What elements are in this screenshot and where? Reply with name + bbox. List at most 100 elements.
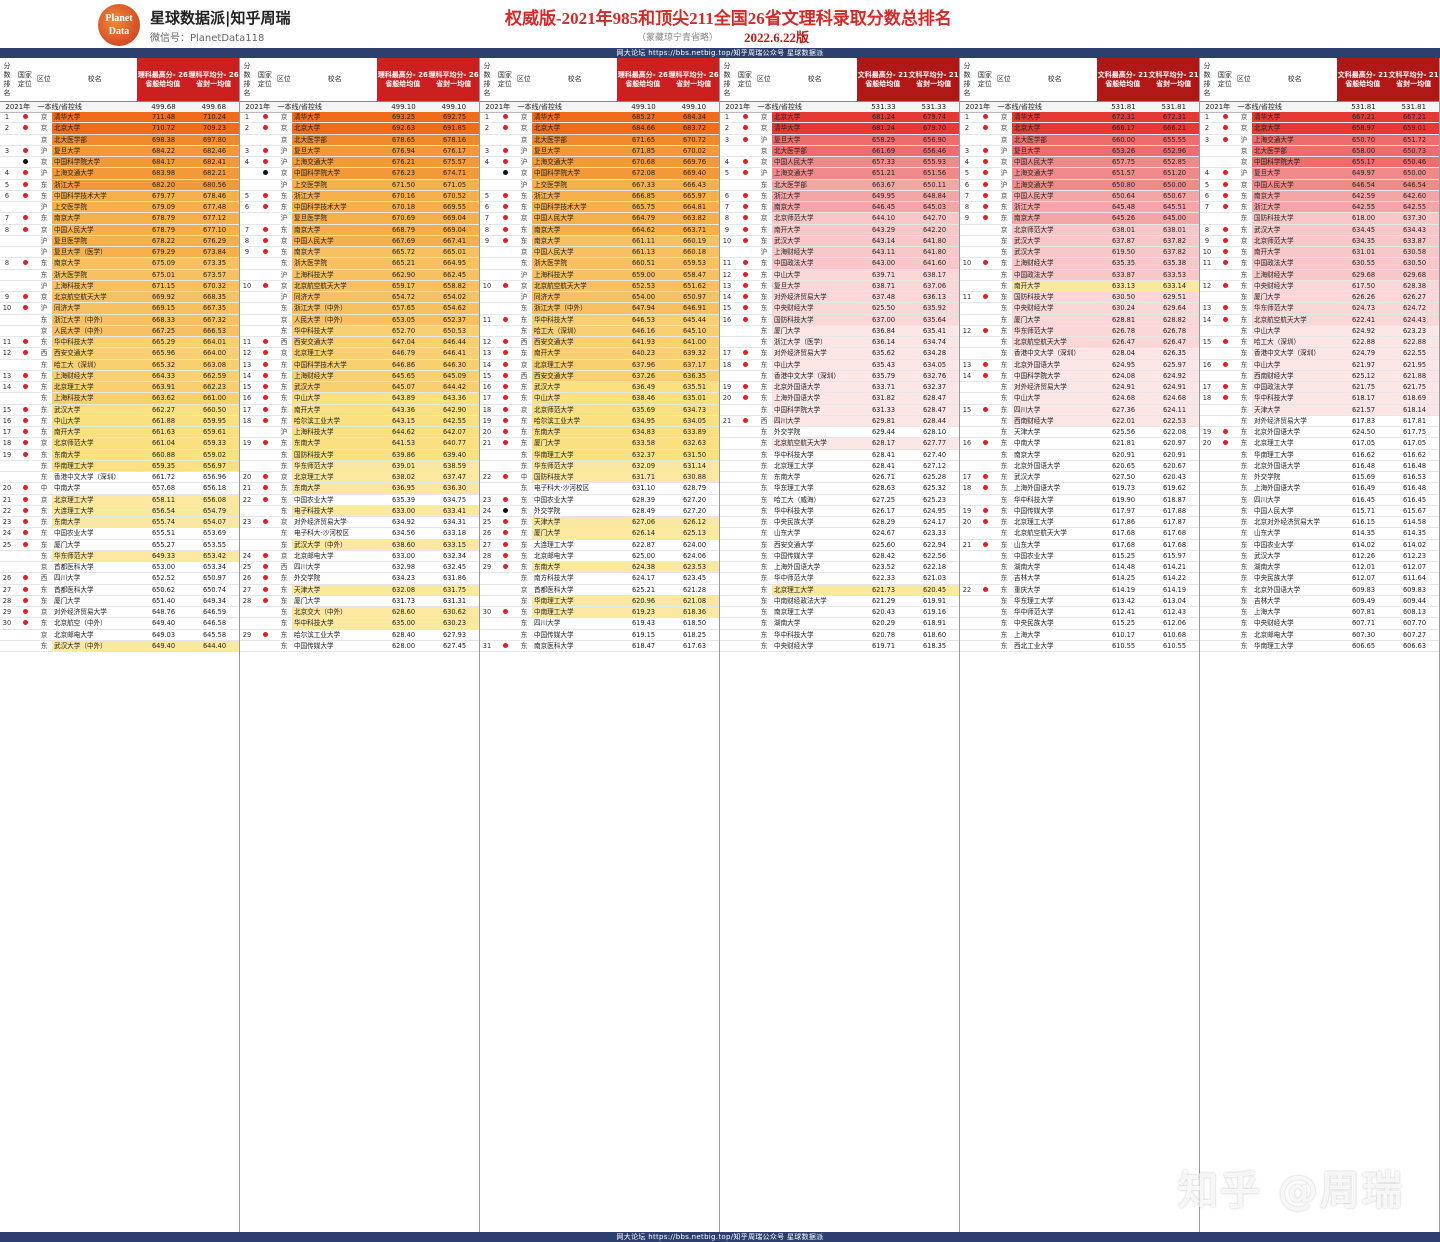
table-row: 28 东厦门大学 651.40 649.34 [0,595,239,607]
rank-cell: 15 [722,304,732,313]
rank-cell: 4 [4,169,10,178]
region-cell: 京 [280,281,288,290]
position-dot-icon [502,406,508,412]
region-cell: 东 [1240,450,1248,459]
region-cell: 东 [760,596,768,605]
school-name-cell: 浙大医学院 [52,269,138,280]
region-cell: 东 [40,540,48,549]
ranking-block-2: 分 数 排 名国家 定位 区位 校名 理科最高分- 26省般给均值 理科平均分- 26省… [240,58,480,1232]
baseline-score-2: 499.68 [201,103,227,111]
school-name-cell: 北大医学部 [292,134,378,145]
position-cell [254,247,276,257]
max-score-cell: 610.17 [1098,629,1149,640]
max-score-cell: 668.33 [138,314,189,325]
rank-cell: 24 [242,551,252,560]
school-name-cell: 南京大学 [292,224,378,235]
table-row: 京人民大学（中外） 667.25 666.53 [0,325,239,337]
rank-cell: 8 [724,214,730,223]
rank-cell: 8 [484,225,490,234]
table-row: 东西安交通大学 625.60 622.94 [720,539,959,551]
avg-score-cell: 635.41 [909,325,959,336]
position-dot-icon [502,361,508,367]
rank-cell [720,596,734,606]
position-dot-icon [262,564,268,569]
avg-score-cell: 621.88 [1389,370,1439,381]
max-score-cell: 629.81 [858,415,909,426]
avg-score-cell: 680.56 [189,179,239,190]
position-cell [1214,180,1236,190]
position-cell [14,382,36,392]
position-cell [974,405,996,415]
school-name-cell: 北大医学部 [772,179,858,190]
rank-cell: 4 [964,158,970,166]
position-cell [14,202,36,212]
position-cell [14,528,36,538]
rank-header: 分 数 排 名 [483,61,491,97]
position-cell [974,348,996,358]
rank-cell [960,247,974,257]
avg-score-cell: 618.60 [909,629,959,640]
max-score-cell: 646.54 [1338,179,1389,190]
region-cell: 东 [1000,405,1008,414]
max-score-cell: 621.73 [858,584,909,595]
avg-score-cell: 620.67 [1149,460,1199,471]
school-name-cell: 华南理工大学 [1252,640,1338,651]
school-name-cell: 西安交通大学 [532,370,618,381]
rank-cell [0,461,14,471]
avg-score-cell: 653.69 [189,528,239,539]
avg-score-cell: 650.74 [189,584,239,595]
column-header-row: 分 数 排 名国家 定位 区位 校名 理科最高分- 26省般给均值 理科平均分- 26省… [0,58,239,102]
position-cell [1214,528,1236,538]
avg-score-cell: 635.01 [669,393,719,404]
avg-score-cell: 649.34 [189,595,239,606]
avg-score-cell: 643.36 [429,393,479,404]
max-score-cell: 620.29 [858,618,909,629]
rank-cell [1200,371,1214,381]
region-cell: 东 [1240,416,1248,425]
position-dot-icon [22,339,28,344]
school-name-cell: 南京大学 [532,235,618,246]
rank-cell [720,405,734,415]
max-score-cell: 616.48 [1338,460,1389,471]
position-dot-icon [502,215,508,221]
region-cell: 东 [760,326,768,335]
avg-score-cell: 659.61 [189,427,239,438]
table-row: 24 东外交学院 628.49 627.20 [480,505,719,517]
school-name-cell: 电子科大-沙河校区 [292,528,378,539]
rank-cell: 4 [244,158,250,166]
school-name-cell: 北京邮电大学 [52,629,138,640]
school-name-cell: 南京大学 [52,213,138,224]
max-score-cell: 649.97 [1338,168,1389,179]
position-dot-icon [262,519,268,524]
max-score-cell: 615.25 [1098,618,1149,629]
rank-cell: 9 [964,214,970,223]
avg-score-cell: 625.32 [909,483,959,494]
max-score-cell: 641.53 [378,438,429,449]
rank-cell: 20 [1202,439,1212,448]
rank-cell [240,258,254,268]
school-name-cell: 武汉大学 [1012,472,1098,483]
position-cell [1214,405,1236,415]
region-cell: 京 [280,169,288,178]
school-name-cell: 南开大学 [772,224,858,235]
rank-cell [720,506,734,516]
school-name-cell: 清华大学 [772,123,858,134]
school-name-cell: 浙江大学（中外） [532,303,618,314]
school-name-cell: 复旦大学 [1252,168,1338,179]
position-cell [734,236,756,246]
table-row: 1 京清华大学 693.25 692.75 [240,112,479,124]
school-name-cell: 北京外国语大学 [1012,460,1098,471]
max-score-cell: 642.59 [1338,190,1389,201]
school-name-cell: 西安交通大学 [532,337,618,348]
max-score-cell: 649.40 [138,640,189,651]
region-cell: 东 [40,270,48,279]
avg-score-cell: 692.75 [429,112,479,123]
max-score-cell: 659.17 [378,280,429,291]
position-cell [1214,292,1236,302]
school-name-cell: 中央财经大学 [1252,618,1338,629]
region-cell: 京 [520,585,528,594]
position-cell [1214,393,1236,403]
rank-cell: 22 [482,473,492,481]
max-score-cell: 625.00 [618,550,669,561]
max-score-cell: 667.21 [1338,112,1389,123]
